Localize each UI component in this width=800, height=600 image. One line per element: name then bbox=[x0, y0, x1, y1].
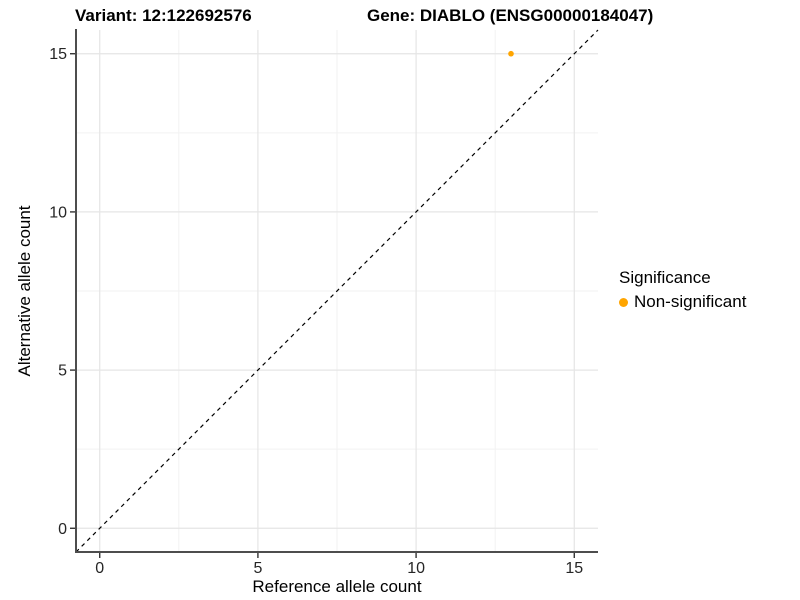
x-axis-title: Reference allele count bbox=[252, 577, 421, 596]
legend-point-icon bbox=[619, 297, 628, 307]
legend-title: Significance bbox=[619, 268, 711, 287]
plot-title-variant: Variant: 12:122692576 bbox=[75, 6, 252, 25]
legend-item-label: Non-significant bbox=[634, 292, 747, 311]
x-tick-label: 10 bbox=[407, 560, 425, 577]
plot-title-gene: Gene: DIABLO (ENSG00000184047) bbox=[367, 6, 654, 25]
x-tick-label: 0 bbox=[95, 560, 104, 577]
x-tick-label: 5 bbox=[253, 560, 262, 577]
y-tick-label: 0 bbox=[58, 521, 67, 538]
data-point bbox=[508, 50, 514, 57]
y-tick-label: 15 bbox=[49, 46, 67, 63]
y-tick-label: 5 bbox=[58, 363, 67, 380]
y-tick-label: 10 bbox=[49, 204, 67, 221]
identity-line bbox=[75, 29, 599, 553]
legend-item: Non-significant bbox=[619, 292, 746, 312]
legend: Significance Non-significant bbox=[619, 268, 746, 312]
x-tick-label: 15 bbox=[565, 560, 583, 577]
y-axis-title: Alternative allele count bbox=[15, 205, 34, 376]
